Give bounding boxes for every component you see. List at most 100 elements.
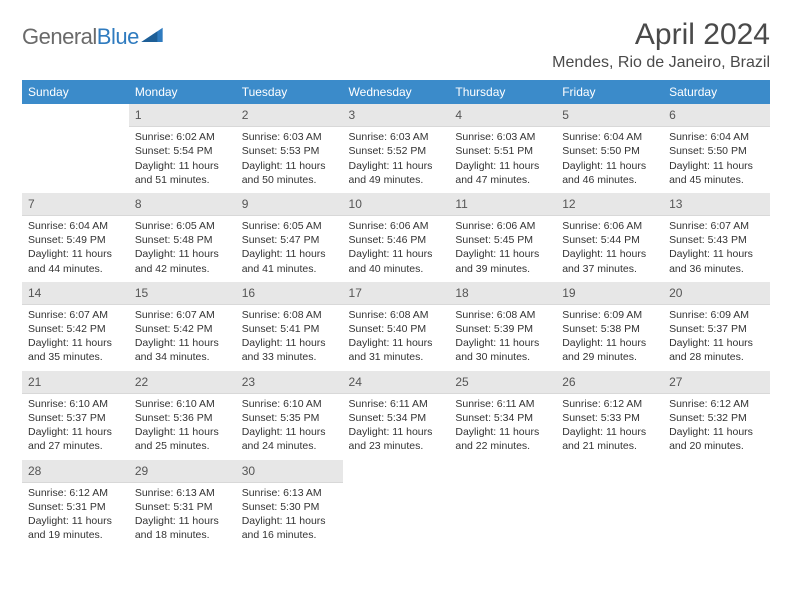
sunset-line: Sunset: 5:38 PM <box>562 322 657 336</box>
day-details: Sunrise: 6:13 AMSunset: 5:31 PMDaylight:… <box>129 483 236 549</box>
day-number: 16 <box>236 282 343 305</box>
day-number: 6 <box>663 104 770 127</box>
day-number: 21 <box>22 371 129 394</box>
sunrise-line: Sunrise: 6:04 AM <box>669 130 764 144</box>
sunset-line: Sunset: 5:31 PM <box>28 500 123 514</box>
daylight-line: Daylight: 11 hours and 24 minutes. <box>242 425 337 453</box>
calendar-day-cell: 29Sunrise: 6:13 AMSunset: 5:31 PMDayligh… <box>129 460 236 549</box>
daylight-line: Daylight: 11 hours and 47 minutes. <box>455 159 550 187</box>
calendar-day-cell: 4Sunrise: 6:03 AMSunset: 5:51 PMDaylight… <box>449 104 556 193</box>
day-details: Sunrise: 6:08 AMSunset: 5:40 PMDaylight:… <box>343 305 450 371</box>
calendar-day-cell: 20Sunrise: 6:09 AMSunset: 5:37 PMDayligh… <box>663 282 770 371</box>
calendar-day-cell: 26Sunrise: 6:12 AMSunset: 5:33 PMDayligh… <box>556 371 663 460</box>
sunset-line: Sunset: 5:53 PM <box>242 144 337 158</box>
daylight-line: Daylight: 11 hours and 25 minutes. <box>135 425 230 453</box>
sunrise-line: Sunrise: 6:08 AM <box>242 308 337 322</box>
brand-text: GeneralBlue <box>22 24 139 50</box>
brand-word1: General <box>22 24 97 49</box>
day-number: 23 <box>236 371 343 394</box>
sunset-line: Sunset: 5:43 PM <box>669 233 764 247</box>
daylight-line: Daylight: 11 hours and 42 minutes. <box>135 247 230 275</box>
sunset-line: Sunset: 5:49 PM <box>28 233 123 247</box>
sunrise-line: Sunrise: 6:11 AM <box>349 397 444 411</box>
sunrise-line: Sunrise: 6:03 AM <box>349 130 444 144</box>
sunrise-line: Sunrise: 6:13 AM <box>135 486 230 500</box>
calendar-day-cell: 9Sunrise: 6:05 AMSunset: 5:47 PMDaylight… <box>236 193 343 282</box>
daylight-line: Daylight: 11 hours and 30 minutes. <box>455 336 550 364</box>
sunrise-line: Sunrise: 6:04 AM <box>28 219 123 233</box>
sunrise-line: Sunrise: 6:02 AM <box>135 130 230 144</box>
day-details: Sunrise: 6:04 AMSunset: 5:49 PMDaylight:… <box>22 216 129 282</box>
sunrise-line: Sunrise: 6:12 AM <box>562 397 657 411</box>
calendar-day-cell <box>449 460 556 549</box>
day-number: 18 <box>449 282 556 305</box>
daylight-line: Daylight: 11 hours and 37 minutes. <box>562 247 657 275</box>
day-number: 9 <box>236 193 343 216</box>
calendar-day-cell: 27Sunrise: 6:12 AMSunset: 5:32 PMDayligh… <box>663 371 770 460</box>
calendar-day-cell: 30Sunrise: 6:13 AMSunset: 5:30 PMDayligh… <box>236 460 343 549</box>
day-details: Sunrise: 6:03 AMSunset: 5:52 PMDaylight:… <box>343 127 450 193</box>
sunset-line: Sunset: 5:40 PM <box>349 322 444 336</box>
day-details: Sunrise: 6:12 AMSunset: 5:31 PMDaylight:… <box>22 483 129 549</box>
daylight-line: Daylight: 11 hours and 44 minutes. <box>28 247 123 275</box>
day-details: Sunrise: 6:12 AMSunset: 5:33 PMDaylight:… <box>556 394 663 460</box>
calendar-page: GeneralBlue April 2024 Mendes, Rio de Ja… <box>0 0 792 566</box>
daylight-line: Daylight: 11 hours and 40 minutes. <box>349 247 444 275</box>
calendar-week-row: 1Sunrise: 6:02 AMSunset: 5:54 PMDaylight… <box>22 104 770 193</box>
day-number: 14 <box>22 282 129 305</box>
day-details: Sunrise: 6:13 AMSunset: 5:30 PMDaylight:… <box>236 483 343 549</box>
calendar-day-cell: 16Sunrise: 6:08 AMSunset: 5:41 PMDayligh… <box>236 282 343 371</box>
sunrise-line: Sunrise: 6:09 AM <box>562 308 657 322</box>
day-details: Sunrise: 6:03 AMSunset: 5:51 PMDaylight:… <box>449 127 556 193</box>
sunset-line: Sunset: 5:37 PM <box>669 322 764 336</box>
brand-logo: GeneralBlue <box>22 24 163 50</box>
sunrise-line: Sunrise: 6:09 AM <box>669 308 764 322</box>
day-number: 22 <box>129 371 236 394</box>
sunrise-line: Sunrise: 6:07 AM <box>28 308 123 322</box>
day-details: Sunrise: 6:07 AMSunset: 5:43 PMDaylight:… <box>663 216 770 282</box>
sunset-line: Sunset: 5:34 PM <box>349 411 444 425</box>
calendar-day-cell: 13Sunrise: 6:07 AMSunset: 5:43 PMDayligh… <box>663 193 770 282</box>
day-number: 24 <box>343 371 450 394</box>
calendar-day-cell: 15Sunrise: 6:07 AMSunset: 5:42 PMDayligh… <box>129 282 236 371</box>
sunrise-line: Sunrise: 6:05 AM <box>135 219 230 233</box>
daylight-line: Daylight: 11 hours and 33 minutes. <box>242 336 337 364</box>
sunset-line: Sunset: 5:42 PM <box>28 322 123 336</box>
day-details: Sunrise: 6:06 AMSunset: 5:44 PMDaylight:… <box>556 216 663 282</box>
calendar-day-cell: 18Sunrise: 6:08 AMSunset: 5:39 PMDayligh… <box>449 282 556 371</box>
day-details: Sunrise: 6:08 AMSunset: 5:41 PMDaylight:… <box>236 305 343 371</box>
calendar-day-cell: 28Sunrise: 6:12 AMSunset: 5:31 PMDayligh… <box>22 460 129 549</box>
calendar-grid: SundayMondayTuesdayWednesdayThursdayFrid… <box>22 80 770 548</box>
sunset-line: Sunset: 5:47 PM <box>242 233 337 247</box>
day-number: 12 <box>556 193 663 216</box>
day-number: 30 <box>236 460 343 483</box>
sunset-line: Sunset: 5:34 PM <box>455 411 550 425</box>
daylight-line: Daylight: 11 hours and 41 minutes. <box>242 247 337 275</box>
calendar-day-cell: 25Sunrise: 6:11 AMSunset: 5:34 PMDayligh… <box>449 371 556 460</box>
daylight-line: Daylight: 11 hours and 27 minutes. <box>28 425 123 453</box>
day-details: Sunrise: 6:07 AMSunset: 5:42 PMDaylight:… <box>22 305 129 371</box>
title-block: April 2024 Mendes, Rio de Janeiro, Brazi… <box>552 18 770 72</box>
day-details: Sunrise: 6:10 AMSunset: 5:36 PMDaylight:… <box>129 394 236 460</box>
sunset-line: Sunset: 5:39 PM <box>455 322 550 336</box>
day-number: 4 <box>449 104 556 127</box>
day-header: Sunday <box>22 80 129 104</box>
calendar-day-cell: 21Sunrise: 6:10 AMSunset: 5:37 PMDayligh… <box>22 371 129 460</box>
daylight-line: Daylight: 11 hours and 50 minutes. <box>242 159 337 187</box>
day-details: Sunrise: 6:08 AMSunset: 5:39 PMDaylight:… <box>449 305 556 371</box>
calendar-day-cell: 3Sunrise: 6:03 AMSunset: 5:52 PMDaylight… <box>343 104 450 193</box>
sunset-line: Sunset: 5:31 PM <box>135 500 230 514</box>
sunrise-line: Sunrise: 6:03 AM <box>455 130 550 144</box>
day-number: 20 <box>663 282 770 305</box>
daylight-line: Daylight: 11 hours and 49 minutes. <box>349 159 444 187</box>
sunrise-line: Sunrise: 6:07 AM <box>669 219 764 233</box>
sunrise-line: Sunrise: 6:06 AM <box>562 219 657 233</box>
calendar-header: SundayMondayTuesdayWednesdayThursdayFrid… <box>22 80 770 104</box>
calendar-day-cell: 12Sunrise: 6:06 AMSunset: 5:44 PMDayligh… <box>556 193 663 282</box>
calendar-day-cell: 14Sunrise: 6:07 AMSunset: 5:42 PMDayligh… <box>22 282 129 371</box>
sunrise-line: Sunrise: 6:12 AM <box>28 486 123 500</box>
day-details: Sunrise: 6:02 AMSunset: 5:54 PMDaylight:… <box>129 127 236 193</box>
sunrise-line: Sunrise: 6:06 AM <box>349 219 444 233</box>
day-number: 13 <box>663 193 770 216</box>
header: GeneralBlue April 2024 Mendes, Rio de Ja… <box>22 18 770 72</box>
